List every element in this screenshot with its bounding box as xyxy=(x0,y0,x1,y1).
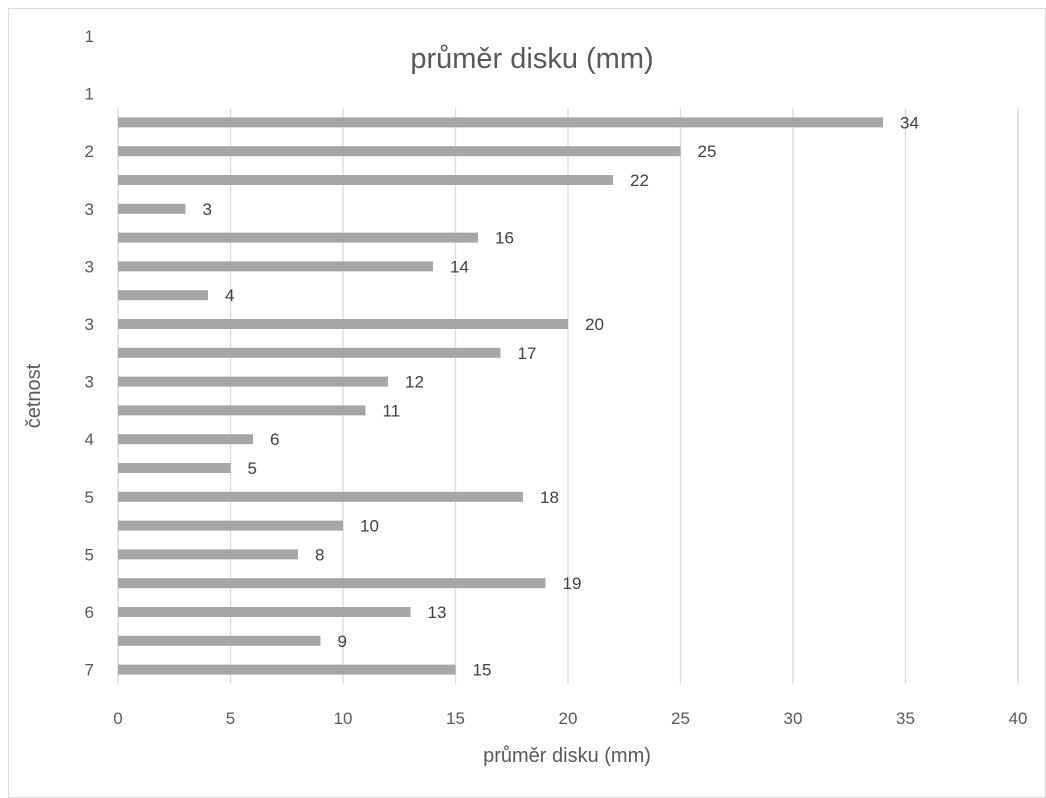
bar xyxy=(118,434,253,445)
y-tick-label: 1 xyxy=(85,27,94,46)
bar xyxy=(118,549,298,560)
bar xyxy=(118,520,343,531)
bar xyxy=(118,607,411,617)
bar xyxy=(118,232,478,243)
y-axis-tick-labels: 7 6 5 5 4 3 3 3 3 2 1 1 xyxy=(85,27,94,680)
gridlines xyxy=(117,108,1019,684)
bar-value-label: 10 xyxy=(360,517,379,536)
bar-value-label: 25 xyxy=(698,142,717,161)
x-tick-label: 20 xyxy=(559,709,578,728)
bar-value-label: 5 xyxy=(248,459,257,478)
x-tick-label: 15 xyxy=(446,709,465,728)
y-tick-label: 2 xyxy=(85,142,94,161)
bar-value-label: 4 xyxy=(225,286,234,305)
bars xyxy=(118,117,883,675)
chart-title: průměr disku (mm) xyxy=(410,43,653,75)
bar xyxy=(118,261,433,272)
x-axis-title: průměr disku (mm) xyxy=(483,745,651,767)
bar-value-label: 12 xyxy=(405,373,424,392)
bar xyxy=(118,203,186,214)
y-tick-label: 1 xyxy=(85,85,94,104)
bar-value-label: 14 xyxy=(450,257,469,276)
bar-value-label: 18 xyxy=(540,488,559,507)
bar xyxy=(118,635,321,646)
x-axis-tick-labels: 0 5 10 15 20 25 30 35 40 xyxy=(113,709,1027,728)
bar xyxy=(118,463,231,473)
bar-value-label: 13 xyxy=(428,603,447,622)
bar xyxy=(118,347,501,358)
bar xyxy=(118,175,613,185)
y-axis-title: četnost xyxy=(23,363,45,428)
x-tick-label: 30 xyxy=(784,709,803,728)
x-tick-label: 0 xyxy=(113,709,122,728)
x-tick-label: 25 xyxy=(671,709,690,728)
bar xyxy=(118,290,208,301)
bar-value-label: 6 xyxy=(270,430,279,449)
bar-value-label: 11 xyxy=(383,401,401,420)
y-tick-label: 4 xyxy=(85,430,94,449)
bar-value-label: 17 xyxy=(518,344,537,363)
bar xyxy=(118,491,523,502)
y-tick-label: 3 xyxy=(85,257,94,276)
bar xyxy=(118,376,388,387)
bar xyxy=(118,664,456,675)
bar xyxy=(118,117,883,128)
y-tick-label: 5 xyxy=(85,545,94,564)
bar-value-label: 34 xyxy=(900,113,919,132)
bar xyxy=(118,405,366,416)
y-tick-label: 7 xyxy=(85,661,94,680)
bar-value-label: 3 xyxy=(203,200,212,219)
x-tick-label: 5 xyxy=(226,709,235,728)
bar xyxy=(118,319,568,329)
bar-value-label: 19 xyxy=(563,574,582,593)
bar-value-label: 16 xyxy=(495,229,514,248)
x-tick-label: 10 xyxy=(334,709,353,728)
bar-value-label: 20 xyxy=(585,315,604,334)
bar xyxy=(118,146,681,157)
y-tick-label: 3 xyxy=(85,373,94,392)
y-tick-label: 5 xyxy=(85,488,94,507)
y-tick-label: 6 xyxy=(85,603,94,622)
x-tick-label: 35 xyxy=(896,709,915,728)
bar xyxy=(118,578,546,589)
x-tick-label: 40 xyxy=(1009,709,1028,728)
bar-value-label: 9 xyxy=(338,632,347,651)
bar-value-label: 8 xyxy=(315,545,324,564)
bar-value-label: 15 xyxy=(473,661,492,680)
bar-value-label: 22 xyxy=(630,171,649,190)
y-tick-label: 3 xyxy=(85,315,94,334)
y-tick-label: 3 xyxy=(85,200,94,219)
